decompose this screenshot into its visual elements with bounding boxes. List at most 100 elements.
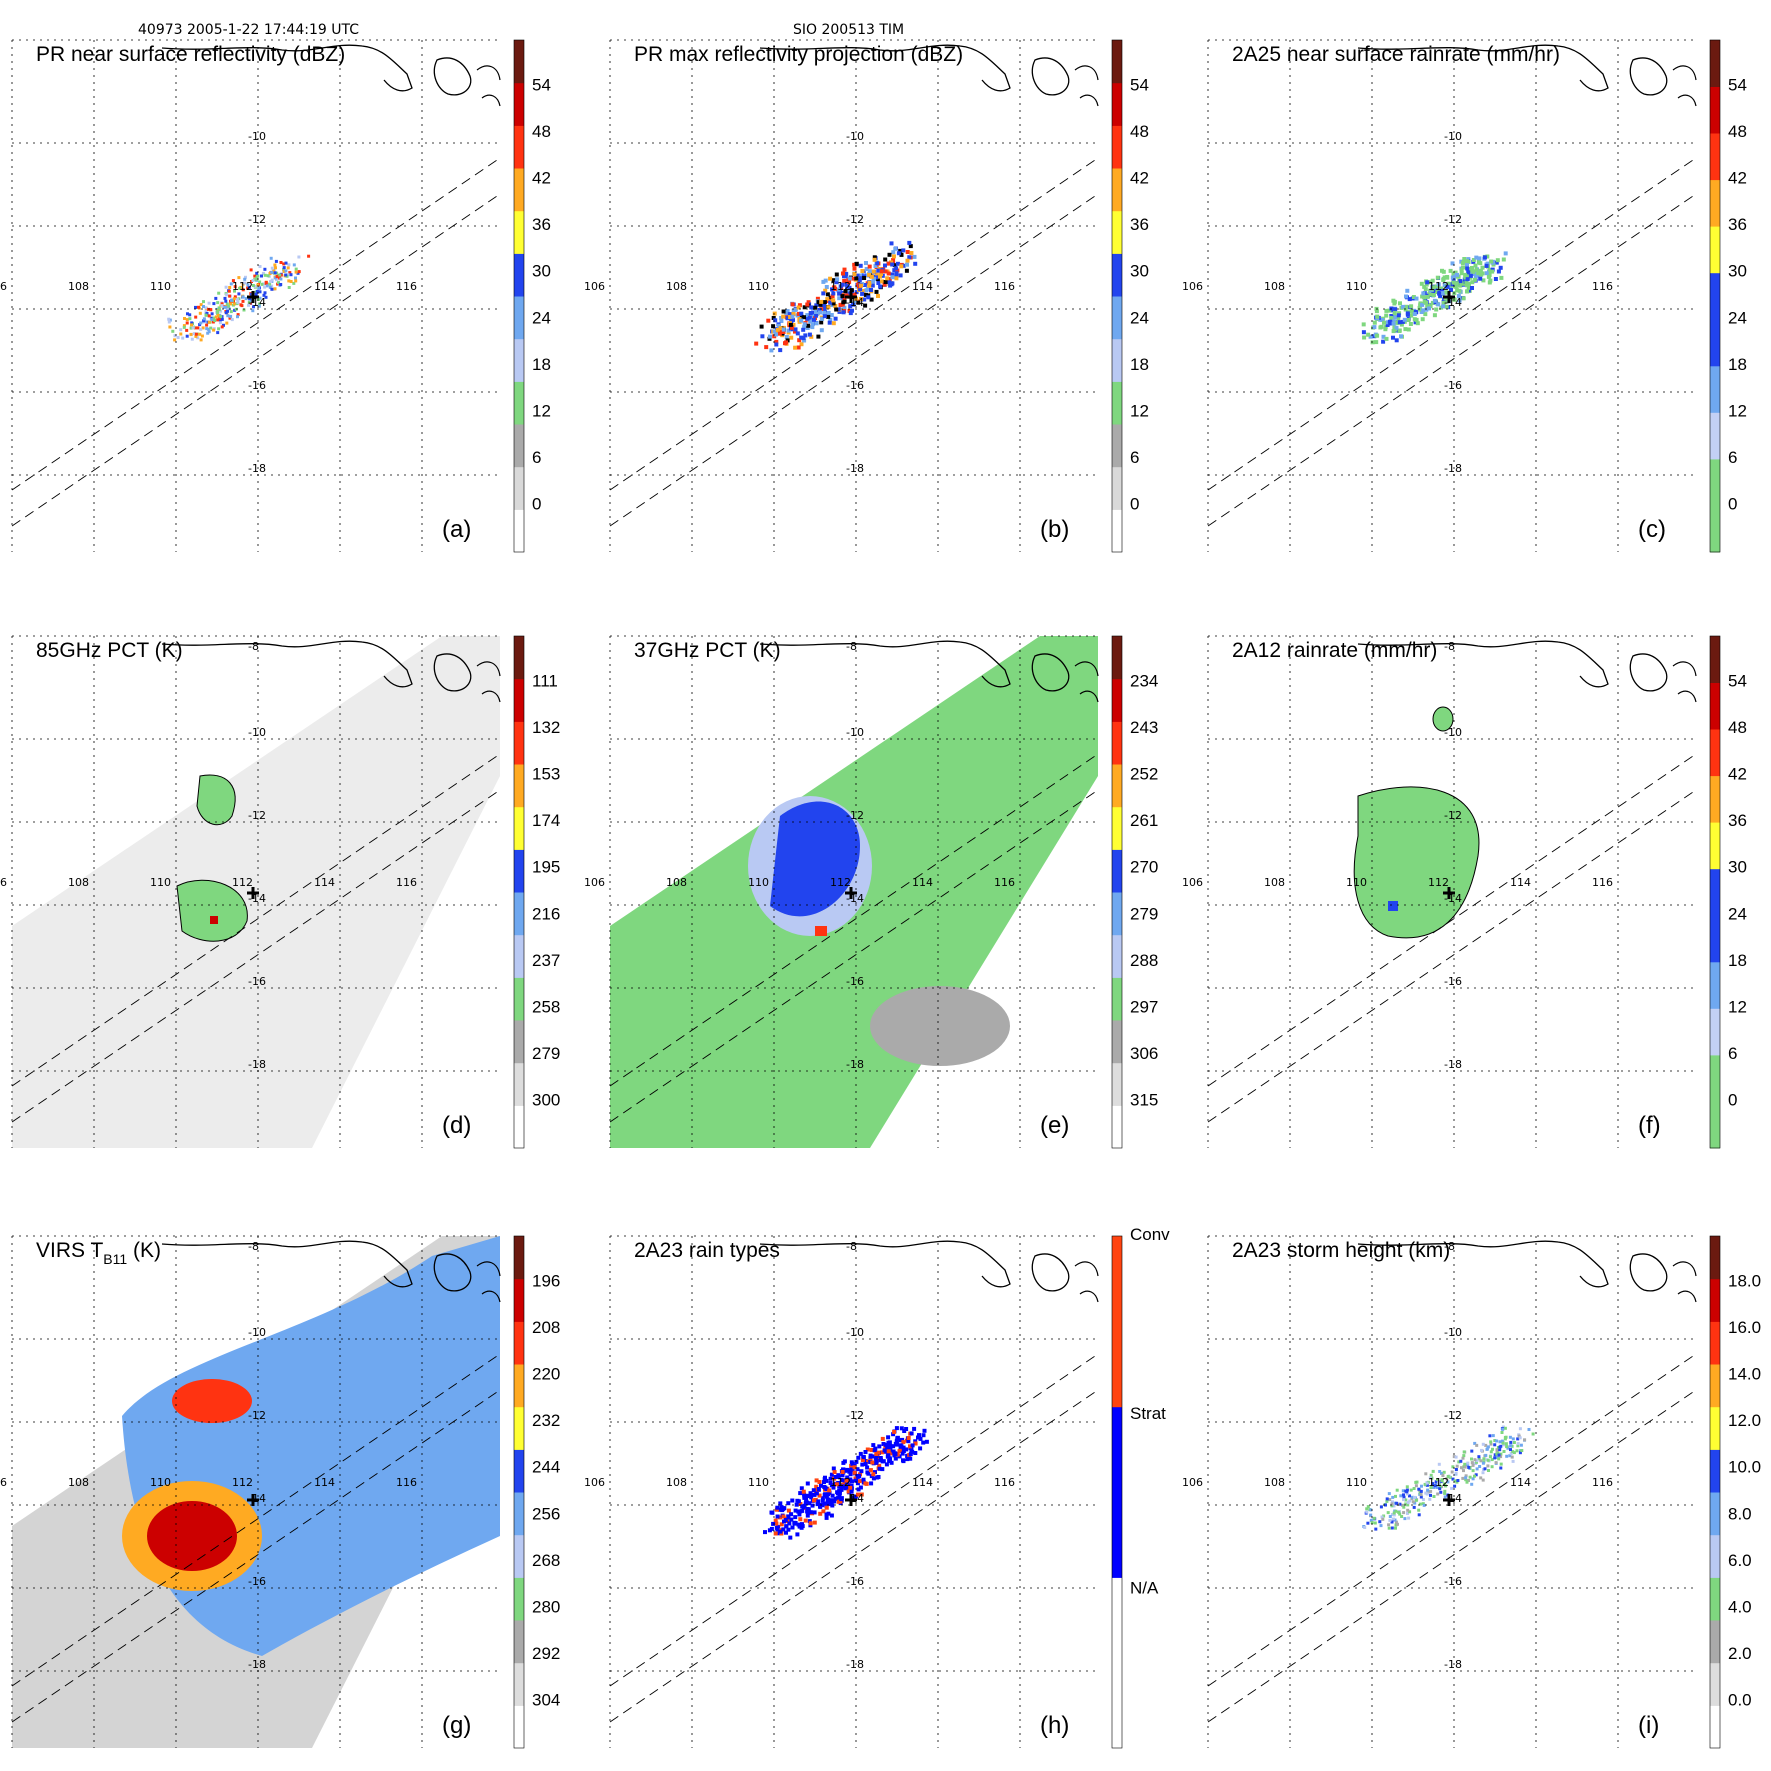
pixel-h — [863, 1481, 868, 1486]
panel-tag-c: (c) — [1638, 516, 1666, 543]
pixel-h — [784, 1524, 789, 1529]
pixel-a — [216, 313, 220, 317]
pixel-h — [800, 1522, 804, 1527]
colorbar-label-c-7: 12 — [1728, 401, 1747, 420]
pixel-c — [1470, 280, 1475, 285]
colorbar-frame-d — [513, 635, 525, 1149]
pixel-h — [908, 1452, 913, 1457]
pixel-i — [1392, 1504, 1396, 1508]
pixel-b — [834, 307, 839, 312]
colorbar-label-a-3: 36 — [532, 215, 551, 234]
pixel-c — [1374, 309, 1379, 314]
pixel-i — [1517, 1434, 1521, 1438]
pixel-c — [1470, 286, 1474, 290]
colorbar-swatch-c-1 — [1710, 458, 1720, 506]
pixel-a — [237, 276, 241, 280]
pixel-c — [1446, 281, 1451, 286]
pixel-a — [247, 286, 251, 289]
pixel-a — [208, 308, 212, 312]
pixel-h — [886, 1445, 891, 1450]
pixel-a — [264, 282, 268, 285]
pixel-c — [1484, 263, 1489, 268]
colorbar-label-i-5: 8.0 — [1728, 1504, 1752, 1523]
colorbar-swatch-f-4 — [1710, 915, 1720, 963]
pixel-c — [1405, 312, 1410, 317]
pixel-c — [1412, 317, 1417, 322]
pixel-b — [793, 307, 798, 312]
pixel-i — [1515, 1449, 1519, 1453]
pixel-h — [802, 1503, 807, 1508]
pixel-b — [808, 311, 813, 315]
lat-label-h-5: -18 — [846, 1658, 864, 1671]
pixel-h — [828, 1476, 833, 1481]
colorbar-swatch-i-4 — [1710, 1534, 1720, 1578]
pixel-b — [875, 261, 880, 266]
lat-label-e-2: -12 — [846, 809, 864, 822]
panel-title-b: PR max reflectivity projection (dBZ) — [634, 43, 963, 66]
pixel-i — [1431, 1469, 1435, 1473]
pixel-b — [890, 262, 895, 267]
pixel-h — [905, 1457, 910, 1462]
coastline-island-h — [1031, 1253, 1070, 1292]
pixel-h — [837, 1491, 842, 1496]
pixel-i — [1391, 1500, 1394, 1504]
pixel-c — [1411, 295, 1416, 299]
lon-label-i-5: 116 — [1592, 1476, 1613, 1489]
colorbar-swatch-a-8 — [514, 168, 524, 212]
pixel-i — [1518, 1451, 1522, 1455]
pixel-a — [176, 336, 180, 339]
rainband-south-d — [176, 879, 248, 942]
pixel-b — [880, 279, 885, 284]
pixel-c — [1423, 287, 1428, 292]
pixel-i — [1502, 1450, 1506, 1453]
colorbar-label-i-1: 16.0 — [1728, 1318, 1761, 1337]
colorbar-label-b-2: 42 — [1130, 169, 1149, 188]
pixel-a — [297, 270, 301, 274]
pixel-i — [1503, 1436, 1507, 1439]
pixel-a — [226, 314, 230, 318]
pixel-i — [1531, 1432, 1535, 1436]
pixel-b — [789, 325, 794, 330]
coastline-island-i — [1629, 1253, 1668, 1292]
pixel-h — [797, 1512, 802, 1517]
lat-label-g-0: -8 — [248, 1240, 259, 1253]
pixel-h — [855, 1467, 860, 1472]
pixel-h — [871, 1476, 876, 1481]
pixel-b — [801, 327, 806, 332]
pixel-a — [282, 269, 286, 273]
pixel-i — [1496, 1451, 1500, 1455]
lat-label-b-4: -18 — [846, 462, 864, 475]
pixel-h — [876, 1450, 881, 1455]
pixel-a — [167, 320, 171, 324]
colorbar-label-e-5: 279 — [1130, 904, 1158, 923]
pixel-a — [205, 327, 209, 331]
pixel-i — [1417, 1508, 1421, 1512]
pixel-c — [1478, 269, 1483, 274]
pixel-i — [1385, 1499, 1389, 1503]
pixel-b — [901, 248, 906, 253]
panel-title-e: 37GHz PCT (K) — [634, 639, 781, 662]
pixel-b — [898, 248, 903, 253]
pixel-c — [1427, 306, 1431, 311]
pixel-b — [801, 336, 806, 341]
pixel-h — [860, 1462, 865, 1467]
pixel-c — [1428, 280, 1433, 285]
pixel-h — [826, 1492, 830, 1497]
colorbar-swatch-f-1 — [1710, 1054, 1720, 1102]
pixel-i — [1481, 1461, 1485, 1465]
colorbar-label-a-0: 54 — [532, 76, 551, 95]
pixel-i — [1408, 1510, 1412, 1514]
pixel-h — [779, 1522, 784, 1527]
pixel-a — [214, 315, 218, 319]
pixel-i — [1473, 1458, 1477, 1462]
pixel-i — [1425, 1483, 1429, 1487]
pixel-a — [273, 271, 277, 275]
pixel-h — [849, 1464, 854, 1468]
pixel-h — [816, 1487, 821, 1491]
pixel-i — [1497, 1457, 1501, 1461]
pixel-h — [803, 1518, 808, 1523]
storm-center-marker-g — [247, 1494, 259, 1506]
pixel-h — [916, 1435, 920, 1440]
pixel-i — [1493, 1443, 1497, 1447]
